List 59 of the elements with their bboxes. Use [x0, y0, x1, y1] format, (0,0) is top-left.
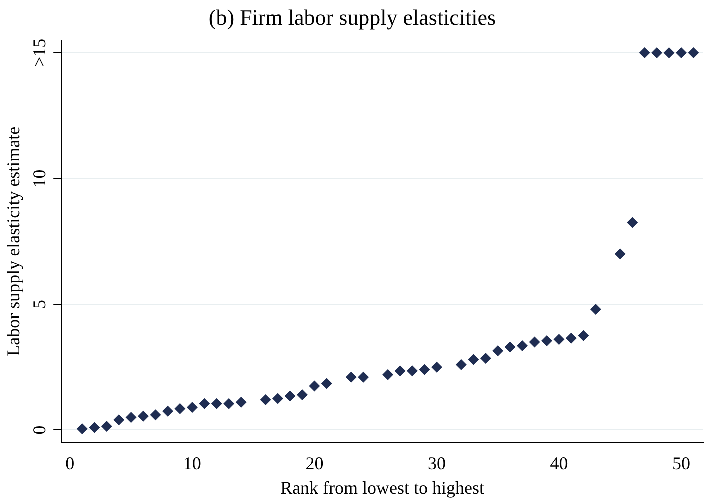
y-tick-label: 10: [29, 170, 50, 188]
x-tick-label: 50: [672, 453, 690, 474]
point: [272, 393, 284, 404]
point: [431, 362, 442, 373]
y-axis-title: Labor supply elasticity estimate: [4, 126, 24, 356]
point: [492, 346, 504, 357]
point: [566, 332, 577, 344]
point: [309, 380, 320, 392]
point: [382, 369, 394, 380]
y-tick-label: 0: [29, 426, 50, 435]
point: [664, 47, 675, 58]
point: [211, 398, 222, 410]
point: [639, 47, 650, 58]
point: [284, 390, 296, 402]
point: [554, 334, 565, 346]
point: [138, 410, 150, 422]
point: [321, 378, 332, 390]
x-tick-label: 40: [550, 453, 568, 474]
point: [468, 354, 480, 366]
point: [174, 403, 186, 414]
point: [224, 398, 235, 410]
point: [529, 336, 540, 348]
point: [236, 397, 247, 408]
point: [652, 47, 663, 58]
point: [614, 248, 626, 260]
point: [346, 372, 357, 383]
point: [627, 217, 638, 228]
point: [456, 359, 467, 370]
point: [150, 410, 162, 421]
point: [260, 394, 272, 406]
point: [101, 420, 112, 432]
point: [394, 366, 406, 377]
x-tick-label: 20: [306, 453, 324, 474]
x-tick-label: 0: [66, 453, 75, 474]
x-axis-title: Rank from lowest to highest: [280, 478, 485, 498]
point: [419, 364, 430, 376]
y-tick-label: 5: [29, 300, 50, 309]
point: [114, 414, 125, 426]
chart-title: (b) Firm labor supply elasticities: [208, 4, 496, 30]
point: [76, 423, 88, 434]
point: [186, 402, 198, 414]
point: [504, 342, 516, 353]
point: [590, 304, 602, 316]
point: [358, 372, 370, 383]
point: [542, 335, 552, 346]
point: [407, 366, 418, 377]
x-tick-label: 30: [428, 453, 446, 474]
point: [578, 330, 590, 342]
y-tick-label: >15: [29, 38, 50, 68]
point: [296, 390, 308, 401]
point: [688, 47, 700, 58]
point: [89, 422, 100, 434]
point: [676, 47, 687, 58]
point: [162, 406, 174, 417]
point: [517, 340, 528, 352]
point: [126, 412, 137, 424]
x-tick-label: 10: [183, 453, 202, 474]
point: [480, 353, 492, 364]
point: [199, 398, 210, 410]
